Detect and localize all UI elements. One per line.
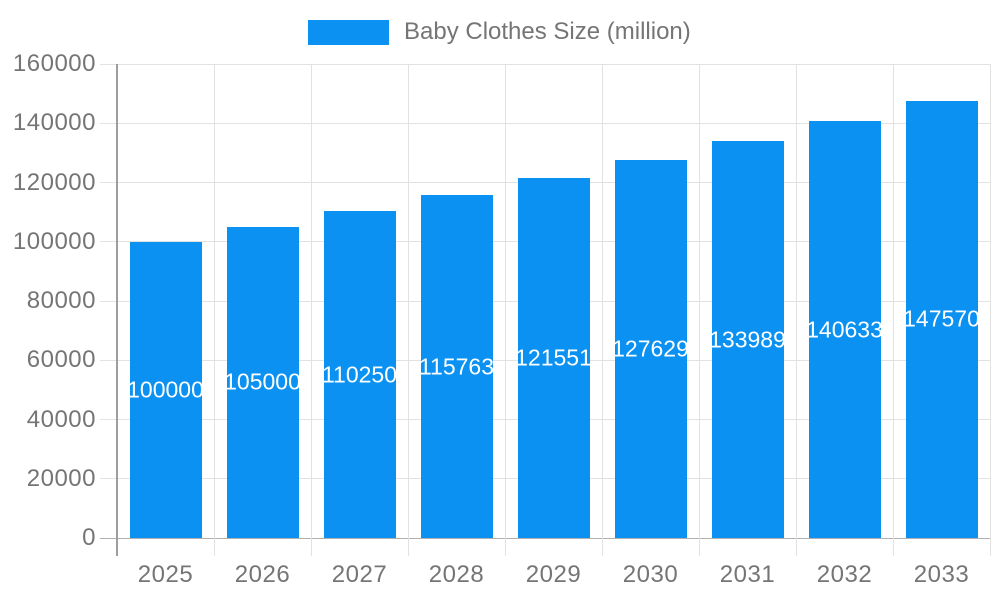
x-tick-label: 2027 bbox=[331, 561, 388, 588]
y-tick-label: 120000 bbox=[12, 168, 96, 196]
y-tick-label: 100000 bbox=[12, 227, 96, 255]
bar-value-label: 115763 bbox=[420, 353, 493, 380]
bar-2025[interactable]: 100000 bbox=[129, 241, 202, 538]
bar-value-label: 147570 bbox=[905, 305, 978, 332]
bar-2033[interactable]: 147570 bbox=[905, 100, 978, 538]
x-axis-baseline bbox=[100, 537, 990, 539]
y-tick-label: 0 bbox=[82, 524, 96, 551]
legend-swatch bbox=[308, 19, 389, 45]
x-tick-label: 2030 bbox=[622, 561, 679, 588]
x-tick bbox=[601, 538, 603, 556]
v-gridline bbox=[504, 64, 506, 538]
v-gridline bbox=[601, 64, 603, 538]
bar-2031[interactable]: 133989 bbox=[711, 141, 784, 538]
x-tick-label: 2033 bbox=[913, 561, 970, 588]
x-tick bbox=[698, 538, 700, 556]
v-gridline bbox=[407, 64, 409, 538]
v-gridline bbox=[989, 64, 991, 538]
bar-2030[interactable]: 127629 bbox=[614, 159, 687, 538]
bar-value-label: 127629 bbox=[614, 335, 687, 362]
x-tick bbox=[213, 538, 215, 556]
x-tick bbox=[892, 538, 894, 556]
v-gridline bbox=[892, 64, 894, 538]
bar-2029[interactable]: 121551 bbox=[517, 177, 590, 538]
v-gridline bbox=[213, 64, 215, 538]
x-tick bbox=[795, 538, 797, 556]
legend-label: Baby Clothes Size (million) bbox=[404, 18, 691, 45]
v-gridline bbox=[795, 64, 797, 538]
x-tick-label: 2025 bbox=[137, 561, 194, 588]
x-tick-label: 2032 bbox=[816, 561, 873, 588]
bar-value-label: 100000 bbox=[129, 376, 202, 403]
y-tick-label: 160000 bbox=[12, 50, 96, 77]
bar-value-label: 140633 bbox=[808, 316, 881, 343]
x-tick-label: 2031 bbox=[719, 561, 776, 588]
y-tick-label: 140000 bbox=[12, 109, 96, 137]
bar-value-label: 133989 bbox=[711, 326, 784, 353]
x-tick-label: 2028 bbox=[428, 561, 485, 588]
y-tick-label: 60000 bbox=[26, 346, 96, 374]
v-gridline bbox=[698, 64, 700, 538]
x-tick bbox=[504, 538, 506, 556]
y-tick-label: 80000 bbox=[26, 287, 96, 314]
bar-value-label: 105000 bbox=[226, 368, 299, 395]
bar-2026[interactable]: 105000 bbox=[226, 226, 299, 538]
bar-2028[interactable]: 115763 bbox=[420, 195, 493, 538]
y-gridline bbox=[100, 63, 990, 65]
x-tick-label: 2026 bbox=[234, 561, 291, 588]
y-tick-label: 40000 bbox=[26, 405, 96, 433]
y-axis-line bbox=[116, 64, 118, 556]
bar-2027[interactable]: 110250 bbox=[323, 211, 396, 538]
x-tick-label: 2029 bbox=[525, 561, 582, 588]
v-gridline bbox=[310, 64, 312, 538]
legend[interactable]: Baby Clothes Size (million) bbox=[308, 18, 691, 46]
x-tick bbox=[407, 538, 409, 556]
bar-value-label: 110250 bbox=[323, 361, 396, 388]
x-tick bbox=[310, 538, 312, 556]
x-tick bbox=[989, 538, 991, 556]
y-gridline bbox=[100, 122, 990, 124]
y-tick-label: 20000 bbox=[26, 464, 96, 492]
bar-value-label: 121551 bbox=[517, 344, 590, 371]
bar-2032[interactable]: 140633 bbox=[808, 121, 881, 538]
